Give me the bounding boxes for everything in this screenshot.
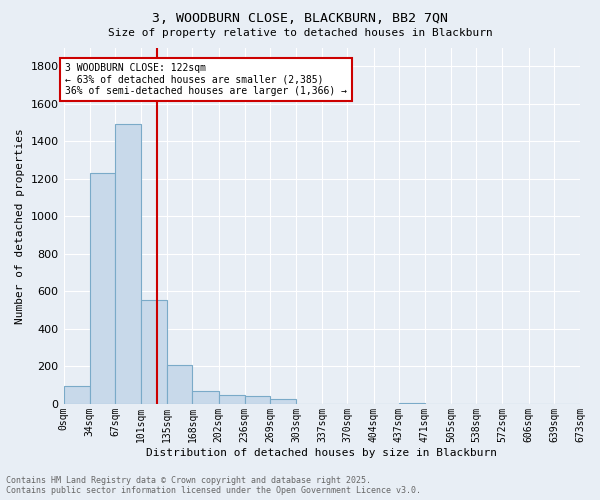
Bar [399,403,425,404]
Y-axis label: Number of detached properties: Number of detached properties [15,128,25,324]
Bar [115,124,141,404]
Text: 3, WOODBURN CLOSE, BLACKBURN, BB2 7QN: 3, WOODBURN CLOSE, BLACKBURN, BB2 7QN [152,12,448,26]
Text: Contains HM Land Registry data © Crown copyright and database right 2025.
Contai: Contains HM Land Registry data © Crown c… [6,476,421,495]
Bar [64,386,89,404]
Bar [141,300,167,404]
Bar [218,395,245,404]
Bar [193,391,218,404]
Bar [270,398,296,404]
Bar [245,396,270,404]
X-axis label: Distribution of detached houses by size in Blackburn: Distribution of detached houses by size … [146,448,497,458]
Bar [167,364,193,404]
Bar [89,173,115,404]
Text: Size of property relative to detached houses in Blackburn: Size of property relative to detached ho… [107,28,493,38]
Text: 3 WOODBURN CLOSE: 122sqm
← 63% of detached houses are smaller (2,385)
36% of sem: 3 WOODBURN CLOSE: 122sqm ← 63% of detach… [65,62,347,96]
